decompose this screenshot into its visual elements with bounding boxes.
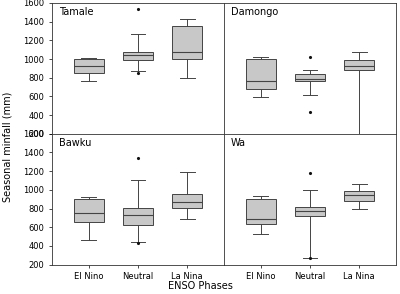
Text: ENSO Phases: ENSO Phases [168, 281, 232, 291]
PathPatch shape [74, 199, 104, 222]
PathPatch shape [246, 59, 276, 89]
PathPatch shape [74, 59, 104, 73]
PathPatch shape [123, 208, 153, 225]
PathPatch shape [172, 193, 202, 208]
PathPatch shape [295, 207, 325, 216]
PathPatch shape [295, 74, 325, 81]
Text: Tamale: Tamale [59, 7, 93, 17]
PathPatch shape [344, 191, 374, 201]
Text: Wa: Wa [231, 138, 246, 148]
PathPatch shape [344, 60, 374, 70]
PathPatch shape [172, 26, 202, 59]
Text: Damongo: Damongo [231, 7, 278, 17]
PathPatch shape [123, 51, 153, 60]
Text: Seasonal minfall (mm): Seasonal minfall (mm) [2, 92, 12, 202]
Text: Bawku: Bawku [59, 138, 91, 148]
PathPatch shape [246, 199, 276, 224]
